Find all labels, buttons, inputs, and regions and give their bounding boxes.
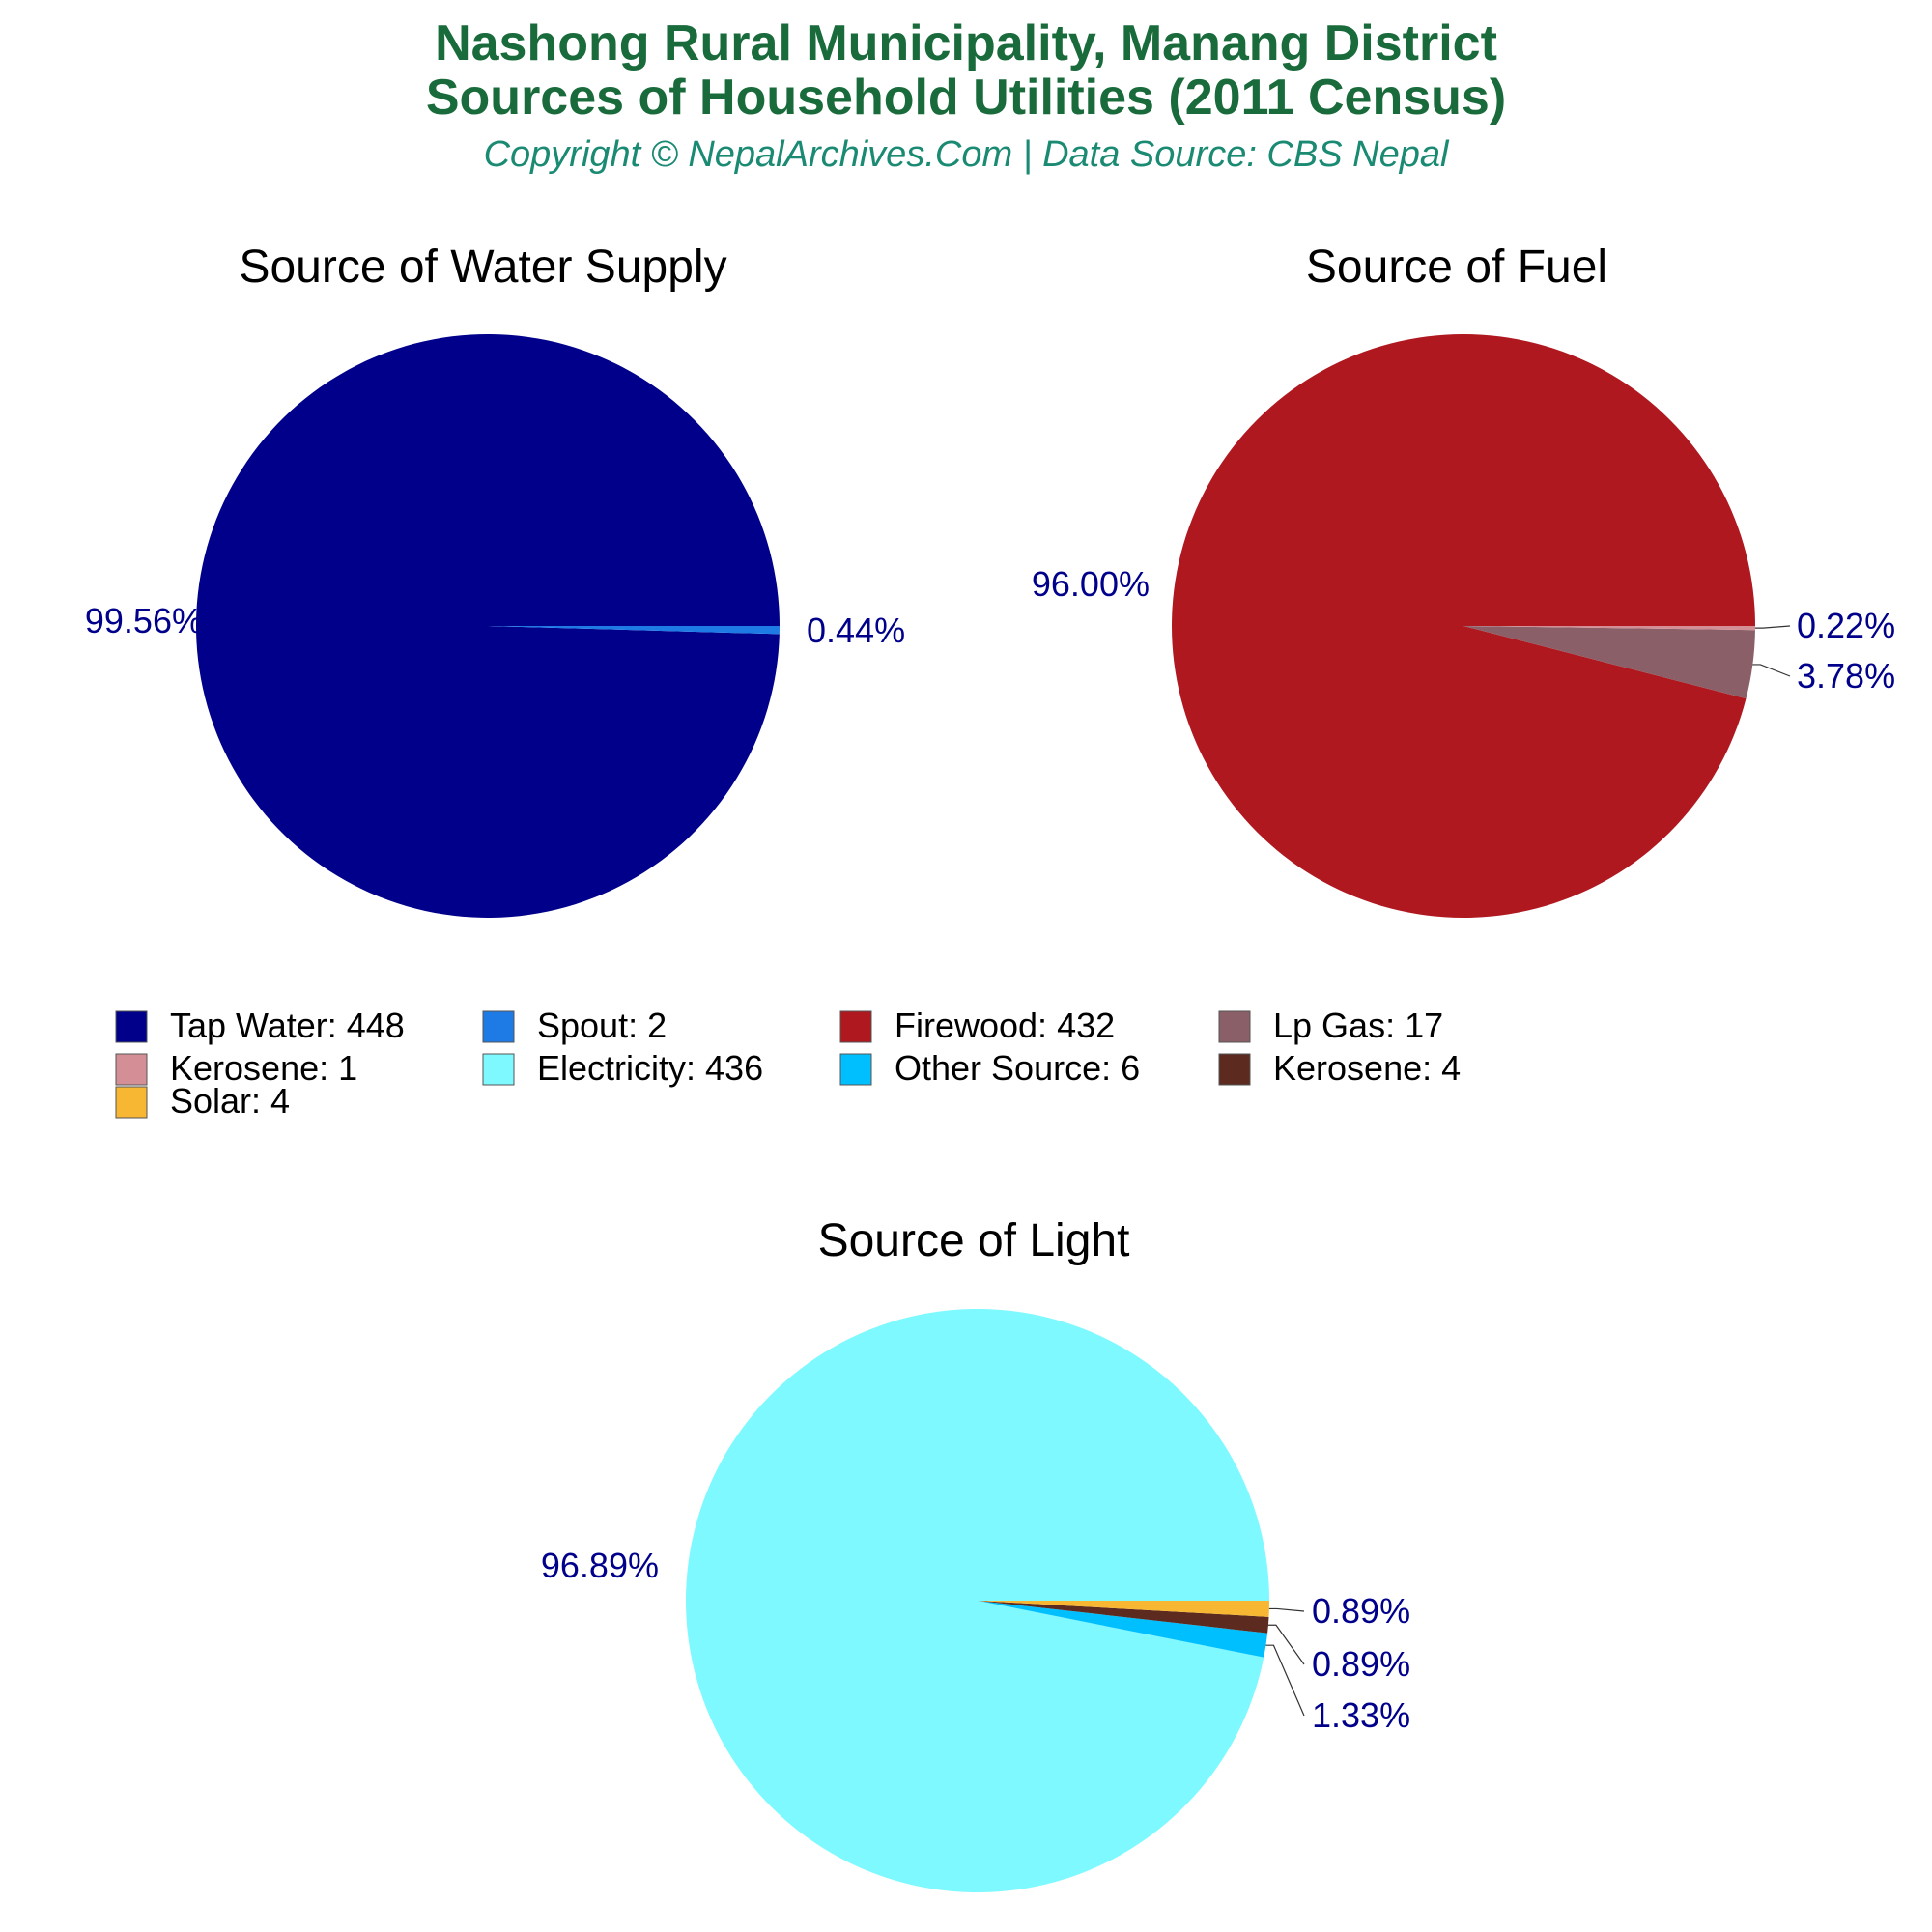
legend-label: Tap Water: 448 bbox=[170, 1006, 405, 1045]
legend-swatch bbox=[1218, 1053, 1251, 1086]
fuel-pie: 96.00% 3.78% 0.22% bbox=[1032, 334, 1895, 919]
legend-swatch bbox=[482, 1010, 515, 1043]
leader-line-solar bbox=[1268, 1607, 1305, 1612]
legend: Tap Water: 448 Spout: 2 Firewood: 432 Lp Ga… bbox=[115, 1006, 1461, 1121]
pct-label-kerosene: 0.89% bbox=[1312, 1644, 1410, 1684]
pie-slice-kerosene bbox=[978, 1601, 1269, 1634]
legend-label: Lp Gas: 17 bbox=[1273, 1006, 1443, 1045]
fuel-chart-title: Source of Fuel bbox=[1306, 242, 1607, 293]
legend-swatch bbox=[115, 1086, 148, 1119]
leader-line-kerosene bbox=[1267, 1624, 1305, 1665]
water-chart-title: Source of Water Supply bbox=[239, 242, 726, 293]
pct-label-electricity: 96.89% bbox=[541, 1546, 659, 1585]
pct-label-tap-water: 99.56% bbox=[85, 601, 203, 640]
legend-label: Kerosene: 1 bbox=[170, 1048, 357, 1088]
legend-label: Electricity: 436 bbox=[537, 1048, 763, 1088]
leader-line-kerosene bbox=[1754, 625, 1791, 629]
pie-slice-electricity bbox=[685, 1308, 1269, 1892]
legend-swatch bbox=[115, 1053, 148, 1086]
legend-label: Spout: 2 bbox=[537, 1006, 667, 1045]
pie-slice-other-source bbox=[978, 1601, 1268, 1658]
leader-line-lp-gas bbox=[1752, 664, 1791, 677]
legend-label: Firewood: 432 bbox=[895, 1006, 1115, 1045]
pct-label-other-source: 1.33% bbox=[1312, 1695, 1410, 1735]
legend-swatch bbox=[482, 1053, 515, 1086]
light-pie: 96.89% 1.33% 0.89% 0.89% bbox=[541, 1308, 1410, 1892]
legend-swatch bbox=[839, 1053, 872, 1086]
subtitle: Copyright © NepalArchives.Com | Data Sou… bbox=[484, 134, 1450, 175]
pct-label-firewood: 96.00% bbox=[1032, 564, 1150, 604]
light-chart-title: Source of Light bbox=[818, 1215, 1130, 1266]
legend-label: Solar: 4 bbox=[170, 1081, 290, 1121]
legend-swatch bbox=[1218, 1010, 1251, 1043]
pie-slice-lp-gas bbox=[1463, 626, 1755, 699]
legend-swatch bbox=[839, 1010, 872, 1043]
water-supply-pie: 99.56% 0.44% bbox=[85, 334, 905, 919]
pct-label-lp-gas: 3.78% bbox=[1797, 656, 1895, 696]
legend-label: Kerosene: 4 bbox=[1273, 1048, 1461, 1088]
legend-label: Other Source: 6 bbox=[895, 1048, 1140, 1088]
pct-label-spout: 0.44% bbox=[807, 611, 905, 650]
pct-label-solar: 0.89% bbox=[1312, 1591, 1410, 1631]
pct-label-kerosene: 0.22% bbox=[1797, 606, 1895, 645]
pie-slice-solar bbox=[978, 1601, 1269, 1617]
pie-slice-kerosene bbox=[1463, 626, 1755, 631]
pie-slice-tap-water bbox=[195, 334, 781, 919]
pie-slice-spout bbox=[488, 626, 780, 635]
legend-swatch bbox=[115, 1010, 148, 1043]
title-line-2: Sources of Household Utilities (2011 Cen… bbox=[426, 70, 1506, 126]
title-line-1: Nashong Rural Municipality, Manang Distr… bbox=[435, 15, 1497, 71]
leader-line-other-source bbox=[1265, 1644, 1305, 1717]
